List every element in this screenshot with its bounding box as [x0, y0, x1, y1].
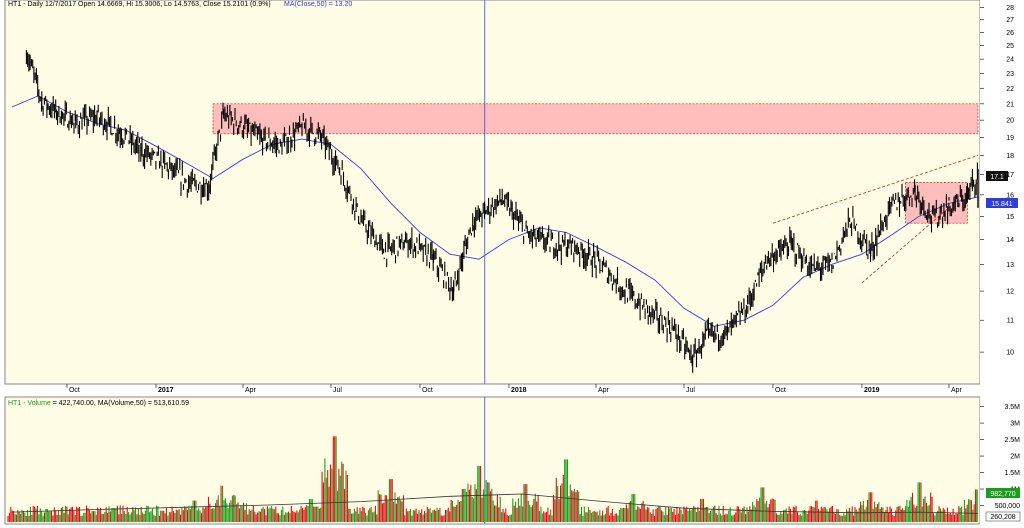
volume-tick-label: 3M [1010, 421, 1020, 428]
volume-value-text: = 422,740.00, MA(Volume,50) = 513,610.59 [53, 400, 189, 407]
x-tick-label: Apr [245, 387, 257, 394]
price-tick-label: 26 [1006, 30, 1014, 37]
price-tick-label: 19 [1006, 135, 1014, 142]
volume-tick-label: 3.5M [1004, 404, 1020, 411]
last-price-tag: 17.1 [990, 174, 1004, 181]
resistance-zone [212, 103, 979, 135]
price-axis-strip [980, 0, 1024, 528]
volume-tick-label: 1.5M [1004, 470, 1020, 477]
price-tick-label: 10 [1006, 350, 1014, 357]
x-tick-label: Apr [951, 387, 963, 394]
price-tick-label: 27 [1006, 17, 1014, 24]
price-panel[interactable] [4, 0, 981, 385]
last-price-tag-bg [986, 171, 1008, 181]
x-tick-label: Oct [69, 387, 80, 394]
price-tick-label: 16 [1006, 192, 1014, 199]
price-bars [25, 50, 978, 373]
x-tick-label: Jul [686, 387, 695, 394]
volume-label: HT1 - Volume [8, 400, 51, 407]
price-y-axis: 10 11 12 13 14 15 16 17 18 19 20 21 22 23 24 25 26 27 28 [980, 5, 1014, 357]
volume-ma-line [11, 493, 979, 514]
volume-plot-area [7, 397, 979, 524]
price-tick-label: 11 [1007, 318, 1014, 325]
price-tick-label: 18 [1006, 153, 1014, 160]
ma-line [11, 95, 979, 327]
volume-header: HT1 - Volume = 422,740.00, MA(Volume,50)… [8, 400, 189, 407]
x-axis: Oct 2017 Apr Jul Oct 2018 Apr Jul Oct 2019 Apr [66, 384, 963, 394]
x-tick-label: Oct [775, 387, 786, 394]
ma-value-tag-bg [986, 198, 1018, 208]
price-tick-label: 20 [1006, 118, 1014, 125]
last-volume-tag: 982,770 [990, 491, 1015, 498]
price-tick-label: 25 [1006, 43, 1014, 50]
price-tick-label: 22 [1006, 86, 1014, 93]
price-tick-label: 15 [1006, 214, 1014, 221]
x-tick-label: 2018 [511, 387, 527, 394]
price-plot-area [11, 0, 979, 384]
price-tick-label: 28 [1006, 5, 1014, 12]
ma-volume-tag-bg [985, 511, 1021, 522]
x-tick-label: 2017 [158, 387, 174, 394]
price-tick-label: 12 [1006, 289, 1014, 296]
x-tick-label: Jul [333, 387, 342, 394]
last-volume-tag-bg [986, 488, 1020, 498]
trend-line [861, 182, 979, 284]
volume-tick-label: 2.5M [1004, 437, 1020, 444]
volume-bars [7, 436, 978, 522]
x-tick-label: Oct [422, 387, 433, 394]
price-tick-label: 21 [1006, 101, 1014, 108]
volume-panel[interactable] [4, 396, 981, 525]
price-tick-label: 23 [1006, 71, 1014, 78]
ma-header: MA(Close,50) = 13.20 [284, 1, 352, 8]
x-tick-label: Apr [598, 387, 610, 394]
x-tick-label: 2019 [864, 387, 880, 394]
price-tick-label: 13 [1006, 262, 1014, 269]
volume-tick-label: 2M [1010, 454, 1020, 461]
volume-tick-label: 500,000 [995, 503, 1020, 510]
trend-line [772, 155, 979, 224]
ma-value-tag: 15.841 [991, 201, 1013, 208]
price-tick-label: 14 [1006, 237, 1014, 244]
price-header: HT1 - Daily 12/7/2017 Open 14.6669, Hi 1… [8, 1, 271, 8]
price-tick-label: 17 [1006, 172, 1014, 179]
price-tick-label: 24 [1006, 57, 1014, 64]
ma-volume-tag: 260,208 [990, 514, 1015, 521]
